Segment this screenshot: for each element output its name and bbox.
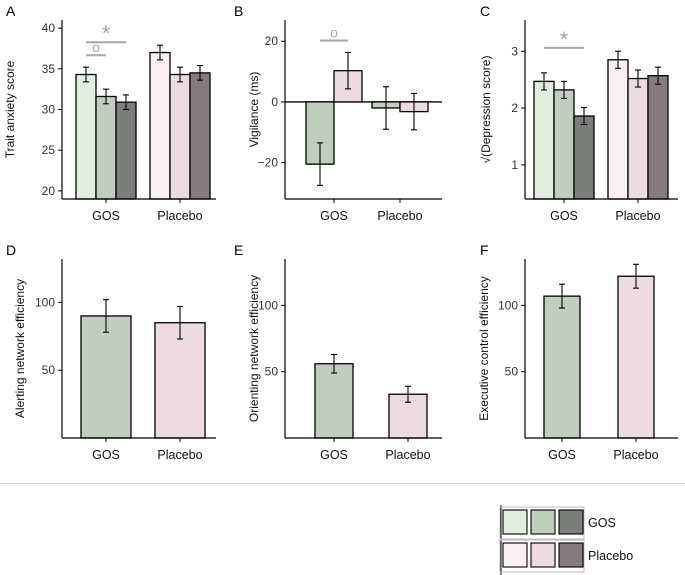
section-divider [0, 483, 685, 484]
y-tick-label: −20 [258, 156, 279, 170]
x-tick-label: Placebo [615, 209, 660, 223]
y-tick-label: 40 [42, 21, 56, 35]
bar-placebo-t2 [627, 77, 649, 200]
panel-a: A 20 25 30 35 40 GOS Placebo Trait anxiety score… [3, 3, 216, 223]
y-tick-label: 35 [42, 62, 56, 76]
bar-placebo-t3 [189, 72, 211, 200]
panel-letter: A [6, 3, 16, 19]
y-tick-label: 30 [42, 103, 56, 117]
bar-gos [543, 295, 581, 439]
panel-letter: F [480, 242, 489, 258]
bar-gos-t2 [553, 89, 575, 200]
bar-gos-t1 [533, 80, 555, 200]
x-tick-label: GOS [92, 448, 120, 462]
y-axis-label: Orienting network efficiency [247, 275, 261, 422]
bar-gos-t3 [573, 115, 595, 200]
y-tick-label: 50 [42, 363, 56, 377]
x-tick-label: GOS [550, 209, 578, 223]
panel-e: E 50 100 GOS Placebo Orienting network effici… [234, 242, 442, 462]
y-tick-label: 1 [511, 158, 518, 172]
x-tick-label: Placebo [157, 209, 202, 223]
bar-gos [80, 315, 132, 439]
legend: T1T2T3GOSPlacebo [499, 505, 633, 575]
y-tick-label: 100 [258, 298, 278, 312]
legend-swatch [558, 542, 584, 568]
y-tick-label: 100 [35, 295, 55, 309]
y-axis-label: √(Depression score) [479, 56, 493, 164]
bar-placebo [154, 322, 206, 439]
y-tick-label: 100 [498, 298, 518, 312]
y-tick-label: 50 [505, 365, 519, 379]
y-axis-label: Trait anxiety score [3, 60, 17, 158]
bar-placebo-t1 [607, 59, 629, 200]
panel-f: F 50 100 GOS Placebo Executive control effici… [477, 242, 678, 462]
panel-letter: D [6, 242, 16, 258]
bar-placebo-t1 [149, 51, 171, 200]
legend-label: Placebo [588, 549, 633, 563]
x-tick-label: Placebo [613, 448, 658, 462]
bar-placebo-t3 [647, 75, 669, 200]
panel-letter: B [234, 3, 243, 19]
legend-swatch [502, 509, 528, 535]
y-tick-label: 2 [511, 101, 518, 115]
bar-gos-t1 [75, 73, 97, 200]
panel-d: D 50 100 GOS Placebo Alerting network efficie… [6, 242, 216, 462]
y-tick-label: 0 [271, 95, 278, 109]
bar-gos-t2 [95, 95, 117, 200]
panel-letter: C [480, 3, 490, 19]
y-tick-label: 20 [265, 34, 279, 48]
y-tick-label: 50 [265, 365, 279, 379]
y-axis-label: Alerting network efficiency [13, 279, 27, 418]
panel-c: C 1 2 3 GOS Placebo √(Depression score) * [479, 3, 678, 223]
bar-gos-t3 [115, 101, 137, 200]
legend-swatch [530, 542, 556, 568]
legend-swatch [502, 542, 528, 568]
panel-letter: E [234, 242, 243, 258]
panel-b: B −20 0 20 GOS Placebo Vigilance (ms) o [234, 3, 442, 223]
trend-marker: o [330, 24, 338, 40]
x-tick-label: Placebo [157, 448, 202, 462]
x-tick-label: GOS [92, 209, 120, 223]
bar-placebo-t2 [169, 73, 191, 200]
y-tick-label: 3 [511, 44, 518, 58]
y-axis-label: Vigilance (ms) [247, 72, 261, 148]
x-tick-label: Placebo [385, 448, 430, 462]
legend-swatch [558, 509, 584, 535]
legend-row-box [499, 506, 585, 540]
legend-swatch [530, 509, 556, 535]
x-tick-label: GOS [320, 209, 348, 223]
significance-star: * [560, 27, 569, 52]
trend-marker: o [92, 39, 100, 55]
legend-row-box [499, 539, 585, 573]
x-tick-label: GOS [320, 448, 348, 462]
bar-placebo [617, 275, 655, 439]
bar-gos [314, 363, 354, 439]
x-tick-label: Placebo [377, 209, 422, 223]
y-tick-label: 20 [42, 184, 56, 198]
bar-gos [305, 101, 335, 165]
y-axis-label: Executive control efficiency [477, 276, 491, 421]
legend-label: GOS [588, 516, 616, 530]
x-tick-label: GOS [548, 448, 576, 462]
significance-star: * [102, 21, 111, 46]
y-tick-label: 25 [42, 143, 56, 157]
